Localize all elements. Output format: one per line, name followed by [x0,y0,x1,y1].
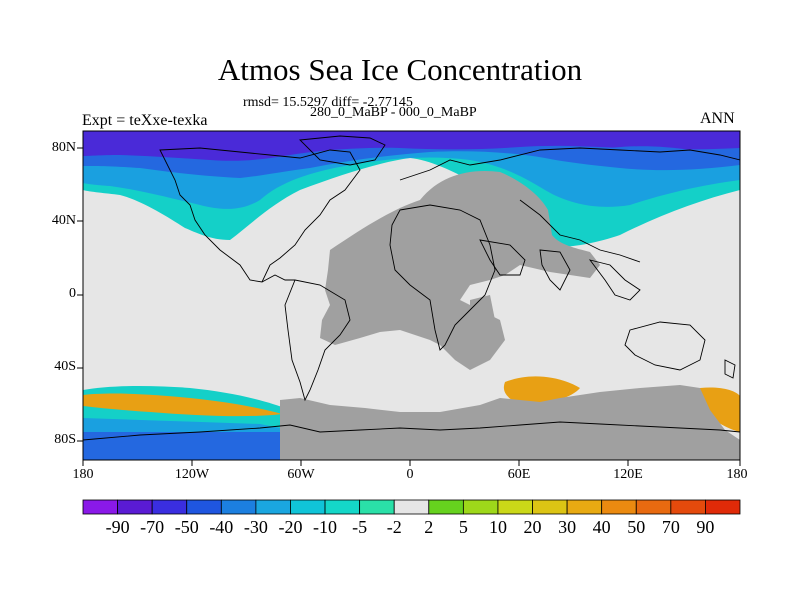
map-title: Atmos Sea Ice Concentration [217,52,583,87]
lon-label-120e: 120E [613,467,643,482]
colorbar-label: -90 [105,517,130,537]
lat-label-80s: 80S [54,432,76,447]
experiment-label: Expt = teXxe-texka [82,112,208,129]
colorbar-box [462,499,499,515]
colorbar-label: 40 [592,517,611,537]
colorbar-box [670,499,706,515]
colorbar-box [635,499,672,515]
colorbar-box [428,499,464,515]
season-label: ANN [700,110,735,127]
colorbar-label: -50 [174,517,199,537]
colorbar-label: 70 [661,517,680,537]
colorbar-label: 20 [523,517,542,537]
colorbar-label: -30 [243,517,268,537]
outline-south-america [284,279,351,402]
arctic-deep-band [83,131,740,161]
map-field [83,131,740,460]
colorbar-box [255,499,291,515]
colorbar-label: 90 [696,517,715,537]
axis-ticks [77,147,741,466]
colorbar-label: -5 [352,517,368,537]
colorbar-box [290,499,326,515]
colorbar-box [497,499,533,515]
land-mask-pangea [320,170,600,370]
outline-arabia [479,239,526,276]
colorbar-box [324,499,361,515]
outline-greenland [299,135,386,166]
southern-orange-band-far-east [699,387,740,432]
colorbar-label: -2 [386,517,402,537]
colorbar-label: 2 [424,517,434,537]
colorbar-label: 50 [627,517,646,537]
lon-label-120w: 120W [174,467,210,482]
lat-label-40s: 40S [54,359,76,374]
colorbar-label: -10 [313,517,338,537]
southern-orange-band-west [83,393,282,417]
land-mask-central-block [335,251,450,320]
outline-southeast-asia [588,259,641,301]
colorbar-label: 30 [558,517,577,537]
lon-label-60e: 60E [507,467,531,482]
outline-africa [389,204,496,351]
outline-north-america [159,147,361,283]
colorbar-box [532,499,568,515]
stats-text: rmsd= 15.5297 diff= -2.77145 [243,95,413,110]
southern-deep-band-west [83,432,290,460]
lat-label-80n: 80N [51,140,76,155]
colorbar-box [151,499,188,515]
lat-label-40n: 40N [51,213,76,228]
lon-label-180e: 180 [726,467,748,482]
colorbar-label: -20 [278,517,303,537]
colorbar-box [359,499,395,515]
colorbar [82,499,741,515]
period-text: 280_0_MaBP - 000_0_MaBP [310,105,477,120]
colorbar-label: -40 [209,517,234,537]
colorbar-box [566,499,603,515]
lon-label-60w: 60W [287,467,315,482]
lon-label-0: 0 [406,467,414,482]
colorbar-box [393,499,430,515]
outline-australia [624,321,706,371]
colorbar-box [601,499,637,515]
outline-eurasia [399,147,740,263]
colorbar-box [186,499,222,515]
colorbar-label: 5 [458,517,468,537]
colorbar-box [82,499,118,515]
southern-orange-band-east [503,376,580,404]
lat-label-0: 0 [69,286,76,301]
colorbar-box [117,499,153,515]
colorbar-box [220,499,257,515]
outline-antarctica [83,421,740,441]
lon-label-180w: 180 [72,467,94,482]
outline-central-america [261,274,295,283]
continent-outlines [83,135,740,441]
outline-new-zealand [724,359,736,379]
colorbar-box [705,499,741,515]
land-mask-antarctica [280,385,740,460]
colorbar-label: 10 [488,517,507,537]
colorbar-label: -70 [140,517,165,537]
outline-india [539,249,571,291]
arctic-small-blob [600,146,690,156]
